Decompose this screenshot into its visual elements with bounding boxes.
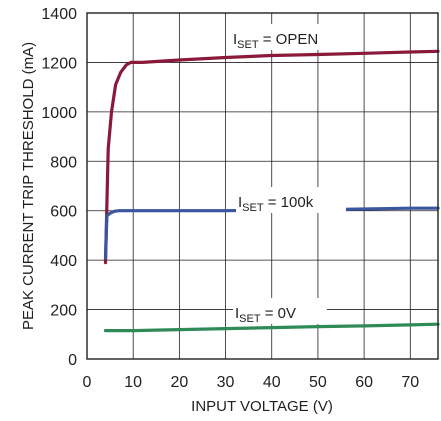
series-lines (103, 49, 440, 333)
x-tick-label: 60 (355, 374, 373, 391)
tick-labels: 0 10 20 30 40 50 60 70 0 200 400 600 800 1000 1200 1400 (41, 6, 419, 391)
series-line-0 (103, 49, 440, 265)
x-tick-label: 30 (217, 374, 235, 391)
y-tick-label: 400 (50, 253, 77, 270)
series-label-2: ISET = 0V (235, 305, 296, 325)
y-tick-label: 200 (50, 303, 77, 320)
x-tick-label: 10 (124, 374, 142, 391)
annotation-background (233, 298, 327, 324)
y-axis-label: PEAK CURRENT TRIP THRESHOLD (mA) (20, 42, 37, 330)
y-tick-label: 800 (50, 154, 77, 171)
y-tick-label: 1400 (41, 6, 77, 23)
annotation-background (236, 187, 346, 213)
grid (87, 13, 438, 359)
y-tick-label: 0 (68, 352, 77, 369)
y-tick-label: 600 (50, 204, 77, 221)
annotation-background (231, 24, 341, 50)
x-axis-label: INPUT VOLTAGE (V) (191, 398, 333, 415)
x-tick-label: 50 (309, 374, 327, 391)
series-line-2 (103, 322, 440, 333)
series-label-0: ISET = OPEN (233, 31, 318, 51)
x-tick-label: 70 (401, 374, 419, 391)
x-tick-label: 20 (170, 374, 188, 391)
series-annotations: ISET = OPEN ISET = 100k ISET = 0V (231, 24, 346, 325)
series-line-1 (103, 206, 440, 260)
x-tick-label: 0 (83, 374, 92, 391)
series-label-1: ISET = 100k (238, 194, 314, 214)
x-tick-label: 40 (263, 374, 281, 391)
plot-frame (86, 12, 439, 360)
y-tick-label: 1200 (41, 55, 77, 72)
y-tick-label: 1000 (41, 105, 77, 122)
